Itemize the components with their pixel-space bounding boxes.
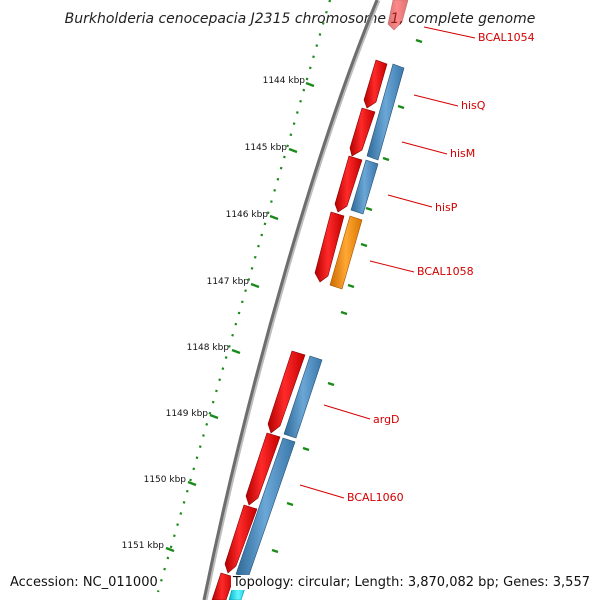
ruler-line (156, 0, 332, 593)
gene-label: argD (373, 413, 400, 426)
ruler-tick (165, 546, 175, 553)
ruler-tick (250, 282, 260, 289)
ruler-tick (305, 81, 315, 88)
label-leaders (299, 26, 476, 499)
gene-label: hisM (450, 147, 475, 160)
gene-label: BCAL1054 (478, 31, 535, 44)
ruler-tick (269, 214, 279, 221)
gene-feature (334, 155, 363, 213)
ruler-tick (187, 480, 197, 487)
gene-feature (363, 59, 388, 109)
gene-feature (350, 159, 379, 215)
gene-feature (366, 63, 405, 161)
genome-backbone (202, 0, 381, 600)
gene-label: hisP (435, 201, 458, 214)
topology-text: Topology: circular; Length: 3,870,082 bp… (230, 575, 592, 590)
gene-feature (267, 350, 306, 434)
tick-label: 1144 kbp (263, 76, 306, 86)
tick-label: 1145 kbp (245, 143, 288, 153)
gene-feature (224, 504, 258, 574)
ruler-tick (231, 348, 241, 355)
ruler-tick (209, 413, 219, 420)
tick-label: 1149 kbp (166, 409, 209, 419)
forward-genes (211, 0, 409, 600)
gene-feature (314, 211, 345, 283)
gene-feature (387, 0, 409, 31)
gene-feature (211, 572, 235, 600)
gene-label: BCAL1058 (417, 265, 474, 278)
tick-label: 1150 kbp (144, 475, 187, 485)
gene-labels: BCAL1054 hisQ hisM hisP BCAL1058 argD BC… (347, 31, 535, 504)
gene-feature (349, 107, 376, 157)
map-title: Burkholderia cenocepacia J2315 chromosom… (65, 11, 536, 27)
coordinate-ruler: 1144 kbp 1145 kbp 1146 kbp 1147 kbp 1148… (122, 0, 332, 593)
gene-label: hisQ (461, 99, 486, 112)
reverse-genes (235, 63, 405, 579)
accession-text: Accession: NC_011000 (8, 575, 160, 590)
tick-label: 1146 kbp (226, 210, 269, 220)
gene-label: BCAL1060 (347, 491, 404, 504)
ruler-tick (288, 147, 298, 154)
gene-feature (245, 432, 281, 506)
tick-label: 1151 kbp (122, 541, 165, 551)
feature-dash-track (271, 38, 423, 554)
tick-label: 1148 kbp (187, 343, 230, 353)
tick-label: 1147 kbp (207, 277, 250, 287)
gene-feature (283, 355, 323, 439)
gene-feature-orange (329, 215, 363, 290)
